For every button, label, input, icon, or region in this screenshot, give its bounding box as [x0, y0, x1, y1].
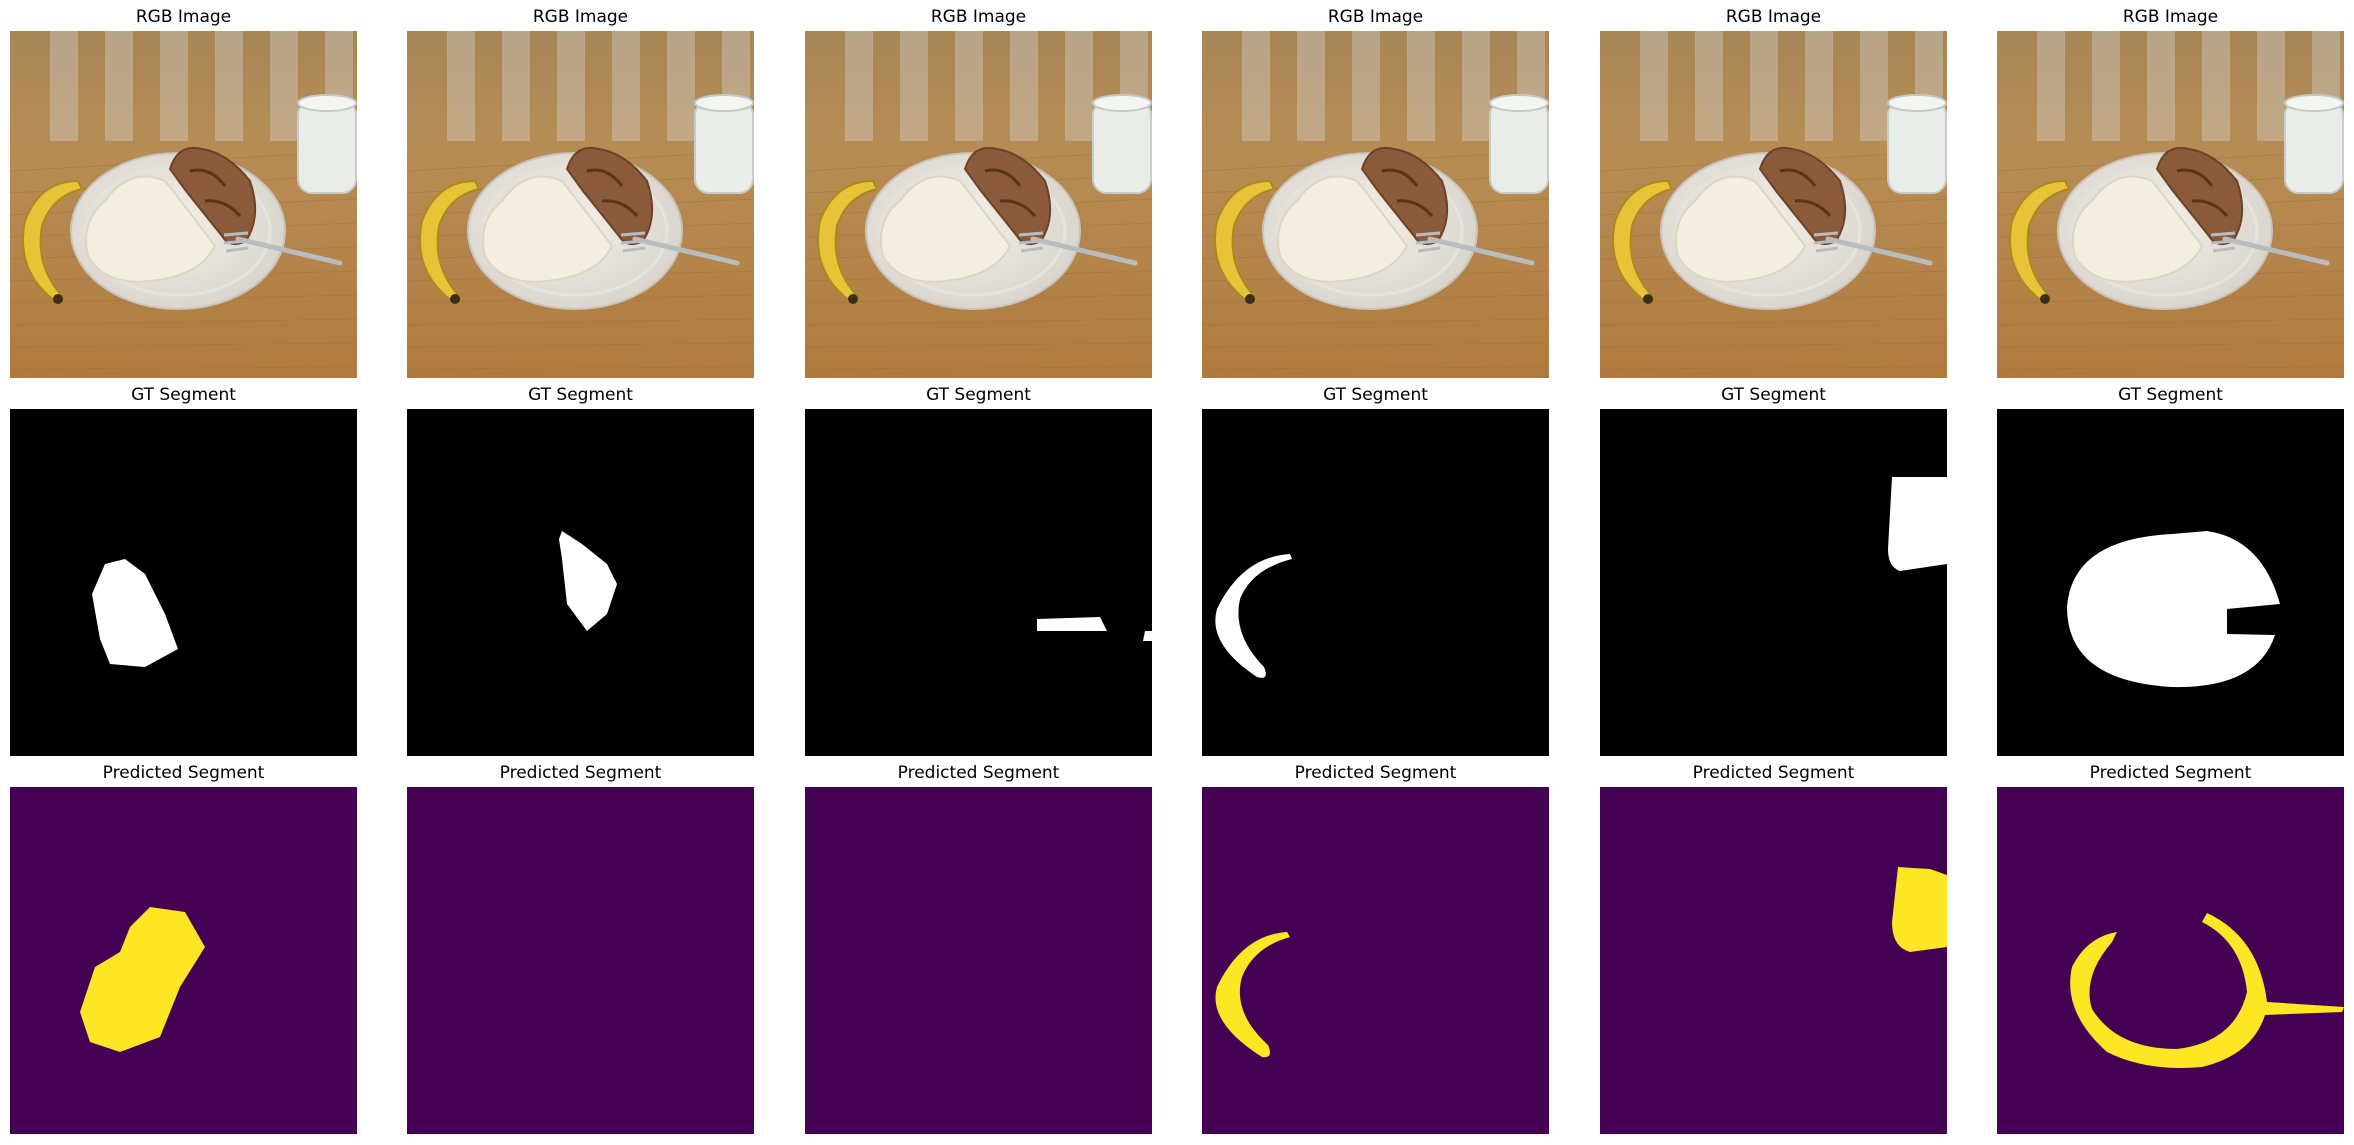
rgb-panel-6 [1997, 31, 2344, 378]
gt-panel-6 [1997, 409, 2344, 756]
rgb-title-6: RGB Image [2122, 7, 2219, 27]
gt-panel-3 [805, 409, 1152, 756]
pred-title-4: Predicted Segment [1294, 763, 1457, 783]
rgb-title-5: RGB Image [1725, 7, 1822, 27]
gt-title-4: GT Segment [1323, 385, 1428, 405]
pred-title-6: Predicted Segment [2089, 763, 2252, 783]
pred-title-2: Predicted Segment [499, 763, 662, 783]
gt-panel-5 [1600, 409, 1947, 756]
rgb-panel-5 [1600, 31, 1947, 378]
pred-title-1: Predicted Segment [102, 763, 265, 783]
pred-panel-2 [407, 787, 754, 1134]
gt-panel-1 [10, 409, 357, 756]
rgb-panel-1 [10, 31, 357, 378]
pred-title-5: Predicted Segment [1692, 763, 1855, 783]
rgb-panel-4 [1202, 31, 1549, 378]
gt-title-6: GT Segment [2118, 385, 2223, 405]
pred-panel-3 [805, 787, 1152, 1134]
gt-title-2: GT Segment [528, 385, 633, 405]
rgb-title-1: RGB Image [135, 7, 232, 27]
pred-panel-6 [1997, 787, 2344, 1134]
rgb-title-2: RGB Image [532, 7, 629, 27]
rgb-title-4: RGB Image [1327, 7, 1424, 27]
gt-title-1: GT Segment [131, 385, 236, 405]
pred-panel-1 [10, 787, 357, 1134]
gt-title-5: GT Segment [1721, 385, 1826, 405]
gt-panel-2 [407, 409, 754, 756]
gt-title-3: GT Segment [926, 385, 1031, 405]
pred-title-3: Predicted Segment [897, 763, 1060, 783]
rgb-title-3: RGB Image [930, 7, 1027, 27]
gt-panel-4 [1202, 409, 1549, 756]
pred-panel-5 [1600, 787, 1947, 1134]
rgb-panel-2 [407, 31, 754, 378]
pred-panel-4 [1202, 787, 1549, 1134]
rgb-panel-3 [805, 31, 1152, 378]
